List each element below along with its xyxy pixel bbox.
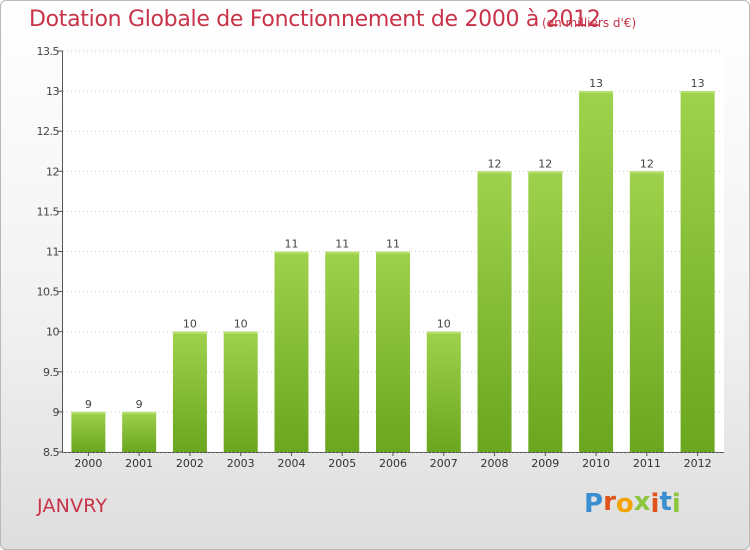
bar-top-highlight	[528, 171, 563, 174]
value-label: 12	[538, 157, 552, 170]
value-label: 12	[640, 157, 654, 170]
bar	[528, 171, 563, 453]
bar	[223, 331, 258, 452]
bar	[680, 91, 715, 452]
x-tick-label: 2003	[227, 457, 255, 470]
bar	[376, 251, 410, 452]
value-label: 10	[437, 318, 451, 331]
value-label: 10	[234, 318, 248, 331]
y-tick-label: 9.5	[43, 366, 59, 379]
y-tick-label: 10	[46, 326, 59, 339]
bar	[629, 171, 664, 453]
y-tick-label: 8.5	[43, 446, 59, 459]
x-tick-label: 2007	[430, 457, 458, 470]
value-label: 11	[284, 238, 298, 251]
x-tick-label: 2010	[582, 457, 610, 470]
bar	[477, 171, 512, 453]
bar-top-highlight	[680, 91, 715, 94]
y-tick-label: 9	[53, 406, 60, 419]
y-tick-label: 11.5	[37, 205, 60, 218]
bar-top-highlight	[477, 171, 512, 174]
chart-subtitle: (en milliers d'€)	[542, 16, 637, 30]
value-label: 11	[386, 238, 400, 251]
bar-top-highlight	[122, 411, 157, 414]
x-tick-label: 2011	[633, 457, 661, 470]
bar-top-highlight	[274, 251, 309, 254]
bar	[274, 251, 309, 452]
proxiti-logo: Proxiti	[584, 487, 681, 519]
bar-top-highlight	[376, 251, 410, 254]
logo-letter: i	[650, 489, 660, 519]
bars	[71, 91, 715, 453]
logo-letter: o	[615, 489, 634, 519]
logo-letter: P	[584, 489, 604, 519]
bar-top-highlight	[223, 331, 258, 334]
bar	[172, 331, 207, 452]
logo-letter: t	[659, 487, 672, 517]
y-tick-label: 13	[46, 85, 59, 98]
value-label: 11	[335, 238, 349, 251]
logo-letter: r	[603, 487, 616, 517]
x-tick-label: 2008	[481, 457, 509, 470]
value-label: 9	[136, 398, 143, 411]
value-label: 9	[85, 398, 92, 411]
bar-top-highlight	[325, 251, 360, 254]
value-labels: 9 9 10 10 11 11 11 10 12 12 13 12 13	[85, 77, 705, 411]
bar	[426, 331, 461, 452]
value-label: 13	[589, 77, 603, 90]
logo-letter: i	[671, 489, 681, 519]
bar-top-highlight	[172, 331, 207, 334]
bar	[71, 411, 106, 452]
x-axis-ticks: 2000 2001 2002 2003 2004 2005 2006 2007 2008 2009…	[74, 452, 712, 470]
value-label: 12	[488, 157, 502, 170]
bar-top-highlight	[629, 171, 664, 174]
x-tick-label: 2009	[531, 457, 559, 470]
bar-top-highlight	[579, 91, 614, 94]
bar-top-highlight	[71, 411, 106, 414]
commune-name: JANVRY	[37, 495, 108, 517]
x-tick-label: 2000	[74, 457, 102, 470]
y-axis-ticks: 8.5 9 9.5 10 10.5 11 11.5 12 12.5 13 13.5	[37, 45, 63, 459]
y-tick-label: 12	[46, 165, 59, 178]
x-tick-label: 2006	[379, 457, 407, 470]
y-tick-label: 12.5	[37, 125, 60, 138]
y-tick-label: 10.5	[37, 286, 60, 299]
bar	[122, 411, 157, 452]
x-tick-label: 2012	[684, 457, 712, 470]
x-tick-label: 2004	[277, 457, 305, 470]
value-label: 13	[691, 77, 705, 90]
logo-letter: x	[633, 487, 651, 517]
bar	[325, 251, 360, 452]
chart-title: Dotation Globale de Fonctionnement de 20…	[29, 7, 601, 32]
value-label: 10	[183, 318, 197, 331]
x-tick-label: 2002	[176, 457, 204, 470]
y-tick-label: 13.5	[37, 45, 60, 58]
y-tick-label: 11	[46, 246, 59, 259]
x-tick-label: 2001	[125, 457, 153, 470]
bar-top-highlight	[426, 331, 461, 334]
bar	[579, 91, 614, 452]
x-tick-label: 2005	[328, 457, 356, 470]
